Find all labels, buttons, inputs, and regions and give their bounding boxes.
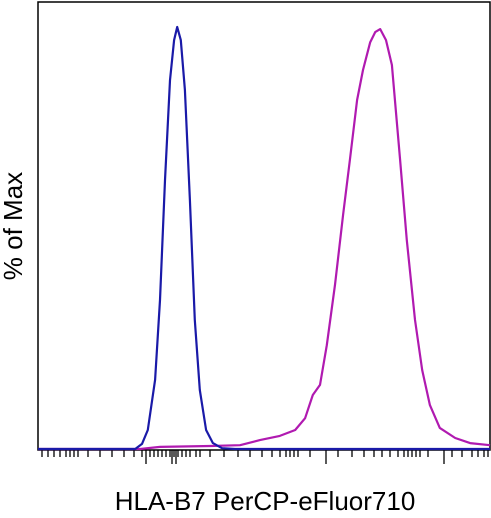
x-axis-ticks <box>41 450 489 464</box>
plot-frame <box>37 1 491 451</box>
y-axis-label: % of Max <box>0 172 28 280</box>
x-axis-label: HLA-B7 PerCP-eFluor710 <box>115 486 416 516</box>
histogram-line <box>38 28 491 451</box>
histogram-line <box>38 25 490 451</box>
